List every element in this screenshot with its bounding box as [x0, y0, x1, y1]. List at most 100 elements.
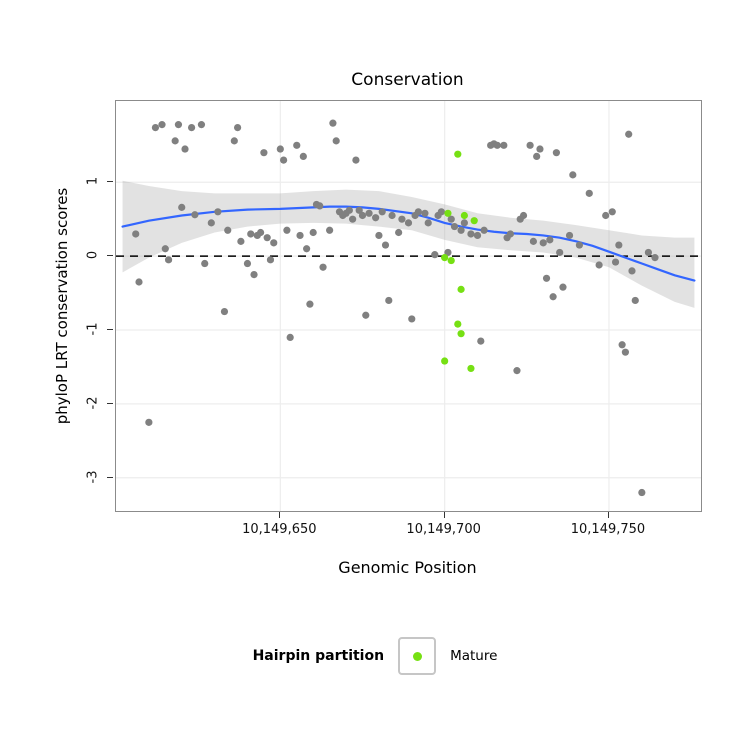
data-point-conservation-scores: [276, 145, 284, 153]
data-point-conservation-scores: [437, 208, 445, 216]
data-point-conservation-scores: [651, 254, 659, 262]
data-point-conservation-scores: [611, 258, 620, 266]
confidence-band: [122, 180, 695, 308]
x-tick-mark: [607, 512, 609, 518]
data-point-conservation-scores: [158, 121, 166, 129]
data-point-conservation-scores: [526, 141, 534, 149]
data-point-conservation-scores: [493, 141, 501, 149]
y-tick-label: 1: [85, 177, 101, 186]
data-point-conservation-scores: [266, 256, 275, 264]
data-point-conservation-scores: [230, 137, 238, 145]
x-tick-label: 10,149,650: [242, 522, 317, 537]
data-point-conservation-scores: [618, 341, 626, 349]
data-point-conservation-scores: [250, 271, 258, 279]
data-point-conservation-scores: [546, 236, 554, 244]
data-point-conservation-scores: [355, 206, 363, 214]
data-point-Mature: [460, 211, 468, 220]
data-point-conservation-scores: [542, 274, 551, 282]
legend-title: Hairpin partition: [252, 648, 385, 664]
data-point-conservation-scores: [569, 171, 577, 179]
data-point-conservation-scores: [460, 219, 468, 227]
data-point-conservation-scores: [191, 211, 199, 219]
data-point-conservation-scores: [621, 348, 630, 356]
data-point-conservation-scores: [625, 130, 633, 138]
y-tick-mark: [107, 181, 113, 183]
data-point-conservation-scores: [280, 156, 288, 164]
x-tick-mark: [279, 512, 281, 518]
chart-title: Conservation: [351, 70, 464, 90]
data-point-conservation-scores: [296, 231, 304, 240]
data-point-conservation-scores: [644, 248, 653, 257]
data-point-conservation-scores: [286, 333, 294, 341]
x-tick-label: 10,149,750: [570, 522, 646, 537]
data-point-conservation-scores: [480, 226, 488, 234]
data-point-conservation-scores: [201, 259, 209, 268]
data-point-conservation-scores: [549, 293, 557, 301]
data-point-conservation-scores: [608, 208, 616, 216]
data-point-conservation-scores: [519, 211, 528, 220]
data-point-conservation-scores: [362, 311, 370, 319]
data-point-Mature: [444, 209, 452, 217]
y-tick-label: -3: [85, 470, 101, 484]
data-point-conservation-scores: [309, 228, 317, 237]
data-point-conservation-scores: [398, 215, 406, 223]
data-point-conservation-scores: [257, 228, 265, 237]
data-point-conservation-scores: [628, 267, 636, 275]
y-axis-title: phyloP LRT conservation scores: [53, 187, 71, 425]
data-point-conservation-scores: [506, 230, 514, 238]
data-point-conservation-scores: [631, 296, 639, 305]
data-point-conservation-scores: [352, 156, 360, 164]
data-point-conservation-scores: [358, 211, 367, 220]
data-point-conservation-scores: [404, 219, 413, 227]
data-point-conservation-scores: [270, 239, 278, 247]
data-point-conservation-scores: [414, 208, 422, 216]
data-point-conservation-scores: [132, 230, 140, 238]
data-point-Mature: [457, 330, 465, 338]
data-point-conservation-scores: [299, 152, 307, 161]
data-point-conservation-scores: [536, 145, 544, 153]
data-point-conservation-scores: [395, 228, 403, 237]
data-point-Mature: [470, 217, 478, 225]
x-tick-mark: [443, 512, 445, 518]
data-point-Mature: [457, 285, 465, 293]
data-point-Mature: [454, 320, 462, 328]
data-point-conservation-scores: [575, 241, 583, 249]
data-point-conservation-scores: [513, 367, 521, 375]
y-tick-mark: [107, 402, 113, 404]
legend-label-mature: Mature: [450, 648, 498, 664]
data-point-conservation-scores: [500, 141, 508, 149]
legend: Hairpin partition Mature: [0, 637, 750, 675]
data-point-conservation-scores: [164, 256, 173, 264]
data-point-conservation-scores: [151, 123, 160, 132]
data-point-conservation-scores: [174, 121, 183, 129]
smooth-trend-line: [121, 205, 696, 282]
data-point-conservation-scores: [145, 418, 153, 426]
data-point-conservation-scores: [224, 226, 232, 234]
data-point-conservation-scores: [533, 152, 541, 161]
data-point-conservation-scores: [332, 137, 340, 145]
legend-key-mature: [398, 637, 437, 675]
data-point-conservation-scores: [260, 149, 268, 157]
data-point-conservation-scores: [447, 215, 455, 223]
data-point-conservation-scores: [319, 263, 327, 271]
data-point-conservation-scores: [306, 300, 314, 308]
plot-panel: [115, 100, 702, 512]
data-point-conservation-scores: [539, 239, 547, 247]
data-point-conservation-scores: [365, 209, 373, 217]
data-point-conservation-scores: [349, 215, 357, 223]
y-tick-label: 0: [85, 250, 101, 260]
scatter-plot: [116, 101, 701, 511]
data-point-conservation-scores: [444, 248, 452, 257]
data-point-conservation-scores: [197, 121, 206, 129]
data-point-conservation-scores: [424, 219, 432, 227]
data-point-conservation-scores: [187, 123, 196, 132]
data-point-conservation-scores: [638, 488, 646, 497]
y-tick-label: -1: [85, 322, 101, 336]
data-point-conservation-scores: [565, 231, 574, 240]
data-point-Mature: [441, 357, 449, 365]
data-point-conservation-scores: [135, 278, 143, 286]
data-point-conservation-scores: [247, 230, 255, 238]
x-axis-title: Genomic Position: [338, 558, 477, 577]
data-point-conservation-scores: [378, 208, 386, 216]
